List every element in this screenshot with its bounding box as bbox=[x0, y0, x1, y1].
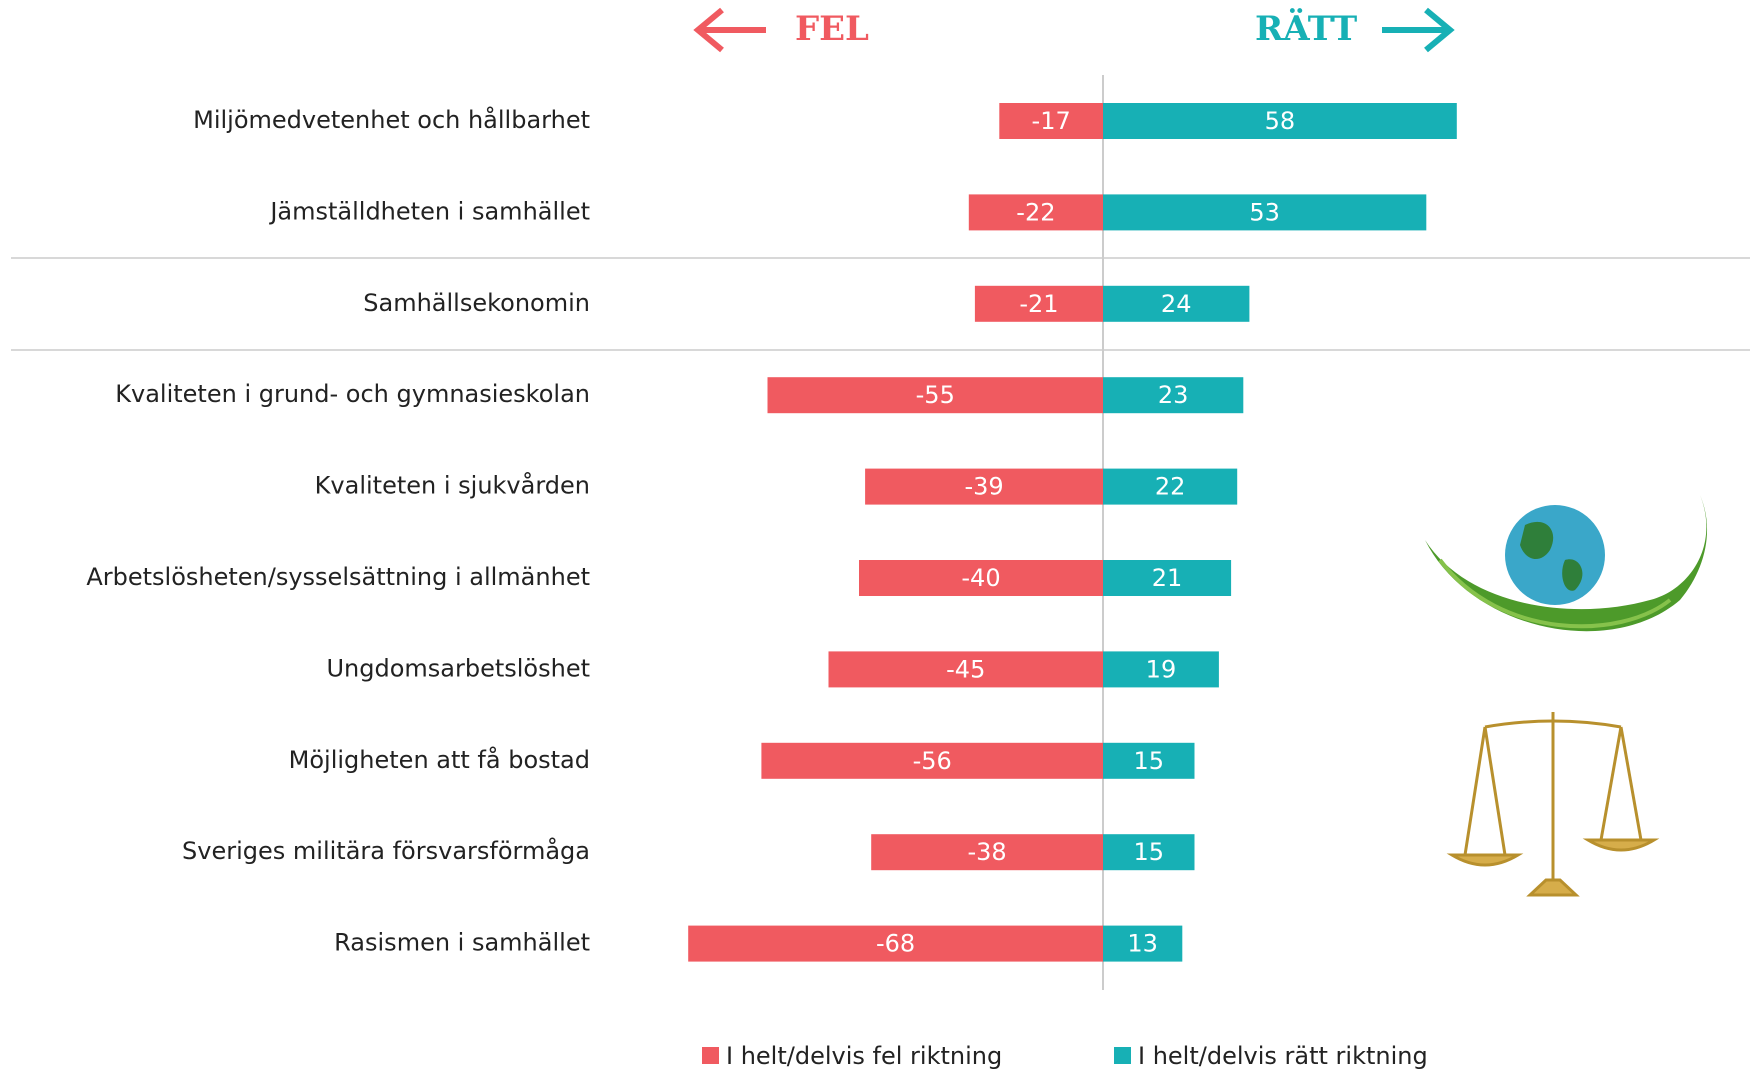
value-label: 23 bbox=[1158, 381, 1189, 409]
value-label: -55 bbox=[916, 381, 955, 409]
scales-decoration bbox=[1452, 712, 1654, 895]
value-label: 58 bbox=[1265, 107, 1296, 135]
category-label: Rasismen i samhället bbox=[334, 929, 590, 957]
legend-label: I helt/delvis rätt riktning bbox=[1138, 1042, 1428, 1070]
value-label: 53 bbox=[1249, 198, 1280, 226]
value-label: 24 bbox=[1161, 290, 1192, 318]
globe-decoration bbox=[1425, 495, 1707, 631]
value-label: 15 bbox=[1133, 838, 1164, 866]
header-fel: FEL bbox=[698, 9, 869, 50]
chart: FEL RÄTT Miljömedvetenhet och hållbarhet… bbox=[0, 0, 1750, 1070]
category-label: Möjligheten att få bostad bbox=[289, 745, 590, 774]
left-header: FEL bbox=[795, 9, 869, 49]
category-label: Ungdomsarbetslöshet bbox=[326, 654, 590, 682]
value-label: -39 bbox=[964, 473, 1003, 501]
value-label: -21 bbox=[1019, 290, 1058, 318]
legend-swatch bbox=[702, 1047, 719, 1064]
category-label: Jämställdheten i samhället bbox=[268, 197, 590, 225]
value-label: -68 bbox=[876, 930, 915, 958]
category-label: Samhällsekonomin bbox=[363, 289, 590, 317]
value-label: -56 bbox=[913, 747, 952, 775]
value-label: 22 bbox=[1155, 473, 1186, 501]
category-label: Arbetslösheten/sysselsättning i allmänhe… bbox=[86, 563, 590, 591]
value-label: -38 bbox=[967, 838, 1006, 866]
header-ratt: RÄTT bbox=[1255, 8, 1450, 50]
legend-label: I helt/delvis fel riktning bbox=[726, 1042, 1002, 1070]
category-label: Sveriges militära försvarsförmåga bbox=[182, 836, 590, 865]
value-label: 13 bbox=[1127, 930, 1158, 958]
right-header: RÄTT bbox=[1255, 8, 1357, 49]
value-label: 15 bbox=[1133, 747, 1164, 775]
value-label: 19 bbox=[1146, 655, 1177, 683]
value-label: -17 bbox=[1032, 107, 1071, 135]
value-label: -22 bbox=[1016, 198, 1055, 226]
legend-swatch bbox=[1114, 1047, 1131, 1064]
category-label: Kvaliteten i grund- och gymnasieskolan bbox=[115, 380, 590, 408]
value-label: 21 bbox=[1152, 564, 1183, 592]
category-label: Kvaliteten i sjukvården bbox=[315, 471, 590, 500]
value-label: -40 bbox=[961, 564, 1000, 592]
category-label: Miljömedvetenhet och hållbarhet bbox=[193, 105, 590, 134]
value-label: -45 bbox=[946, 655, 985, 683]
